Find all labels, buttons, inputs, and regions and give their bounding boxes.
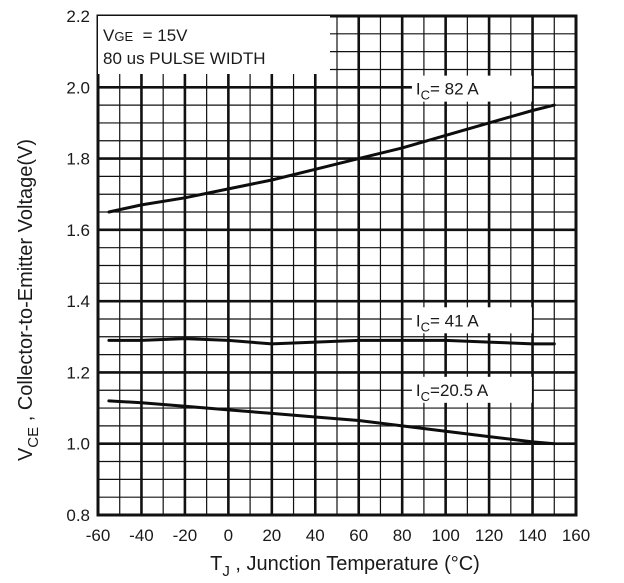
x-tick-label: 40	[306, 526, 325, 545]
series-line	[107, 337, 556, 346]
x-tick-labels: -60 -40 -20 0 20 40 60 80 100 120 140 160	[86, 526, 590, 545]
series-label-background	[411, 75, 532, 102]
y-tick-label: 0.8	[66, 506, 90, 525]
plot-border	[96, 14, 578, 517]
x-tick-label: 20	[262, 526, 281, 545]
series-labels: IC= 82 A IC= 41 A IC=20.5 A	[411, 75, 532, 404]
pulse-width-condition: 80 us PULSE WIDTH	[103, 49, 266, 68]
series-label: IC=20.5 A	[411, 376, 532, 404]
vge-condition: VGE = 15V	[103, 26, 188, 45]
plot-frame	[96, 14, 578, 517]
y-tick-label: 2.0	[66, 78, 90, 97]
y-tick-label: 1.0	[66, 435, 90, 454]
x-tick-label: -60	[86, 526, 111, 545]
series-label-text: IC= 82 A	[416, 80, 479, 103]
x-tick-label: 60	[349, 526, 368, 545]
series-label: IC= 41 A	[411, 307, 532, 334]
x-tick-label: -40	[129, 526, 154, 545]
x-tick-label: 160	[562, 526, 590, 545]
series-line	[107, 399, 556, 446]
y-axis-title: VCE , Collector-to-Emitter Voltage(V)	[15, 139, 42, 461]
conditions-box: VGE = 15V 80 us PULSE WIDTH	[98, 16, 330, 74]
series-label-background	[411, 376, 532, 403]
y-tick-label: 2.2	[66, 7, 90, 26]
x-tick-label: -20	[173, 526, 198, 545]
series	[107, 103, 556, 446]
series-label: IC= 82 A	[411, 75, 532, 103]
x-axis-title: TJ , Junction Temperature (°C)	[210, 553, 480, 580]
y-tick-label: 1.8	[66, 150, 90, 169]
y-tick-labels: 0.8 1.0 1.2 1.4 1.6 1.8 2.0 2.2	[66, 7, 90, 525]
y-tick-label: 1.2	[66, 363, 90, 382]
x-tick-label: 120	[475, 526, 503, 545]
x-tick-label: 140	[518, 526, 546, 545]
x-tick-label: 80	[393, 526, 412, 545]
x-tick-label: 100	[431, 526, 459, 545]
x-tick-label: 0	[224, 526, 233, 545]
series-line	[107, 103, 556, 214]
y-tick-label: 1.6	[66, 221, 90, 240]
conditions-box-background	[98, 16, 330, 74]
y-tick-label: 1.4	[66, 292, 90, 311]
series-label-text: IC= 41 A	[416, 311, 479, 334]
series-label-text: IC=20.5 A	[416, 381, 489, 404]
series-label-background	[411, 307, 532, 334]
